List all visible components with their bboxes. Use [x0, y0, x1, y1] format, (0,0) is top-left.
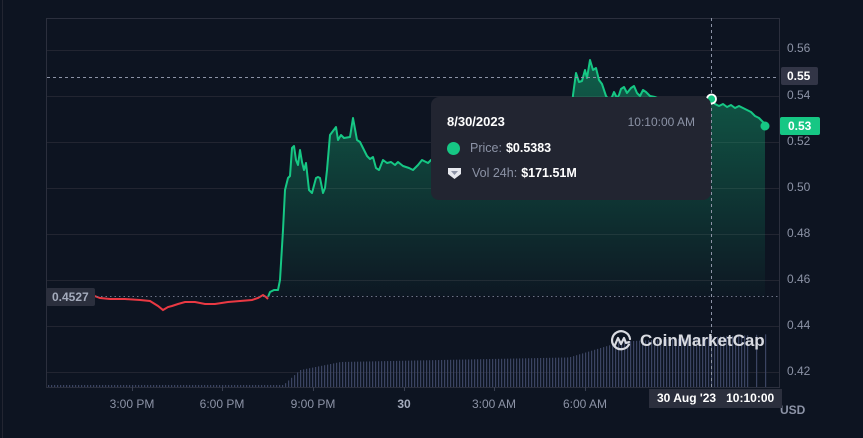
brand-watermark: CoinMarketCap: [609, 329, 765, 353]
x-tick-label: 30: [397, 397, 411, 411]
coinmarketcap-logo-icon: [610, 330, 632, 351]
open-price-tag: 0.4527: [46, 288, 95, 306]
y-tick-label: 0.46: [787, 272, 811, 286]
y-tick-label: 0.52: [787, 134, 811, 148]
y-tick-label: 0.56: [787, 41, 811, 55]
y-tick-label: 0.42: [787, 364, 811, 378]
crosshair-time-label: 30 Aug '23 10:10:00: [649, 389, 783, 408]
crosshair-date: 30 Aug '23: [657, 391, 717, 405]
currency-label: USD: [780, 403, 806, 417]
price-line-below-open: [91, 293, 269, 312]
volume-shield-icon: [448, 167, 461, 179]
tooltip-price-row: Price: $0.5383: [447, 141, 551, 155]
y-tick-label: 0.54: [787, 88, 811, 102]
brand-name: CoinMarketCap: [640, 331, 765, 350]
tooltip-price-value: $0.5383: [505, 141, 552, 155]
tooltip-volume-label: Vol 24h:: [472, 166, 518, 180]
y-tick-label: 0.44: [787, 318, 811, 332]
price-dot-icon: [447, 141, 460, 155]
x-tick-label: 3:00 PM: [109, 397, 155, 411]
tooltip-date: 8/30/2023: [447, 114, 505, 129]
volume-bars: [48, 334, 767, 387]
x-tick-label: 6:00 PM: [199, 397, 245, 411]
tooltip-time: 10:10:00 AM: [627, 115, 695, 129]
y-tick-label: 0.48: [787, 226, 811, 240]
tooltip: 8/30/2023 10:10:00 AM Price: $0.5383 Vol…: [431, 97, 711, 200]
tooltip-price-label: Price:: [470, 141, 502, 155]
tooltip-volume-row: Vol 24h: $171.51M: [447, 166, 577, 180]
current-price-point: [760, 121, 770, 131]
x-tick-label: 3:00 AM: [471, 397, 517, 411]
tooltip-volume-value: $171.51M: [521, 166, 577, 180]
x-tick-label: 9:00 PM: [290, 397, 336, 411]
current-price-tag: 0.53: [780, 117, 821, 135]
crosshair-price-tag: 0.55: [781, 67, 819, 85]
y-tick-label: 0.50: [787, 180, 811, 194]
crosshair-time: 10:10:00: [726, 391, 775, 405]
x-tick-label: 6:00 AM: [562, 397, 608, 411]
